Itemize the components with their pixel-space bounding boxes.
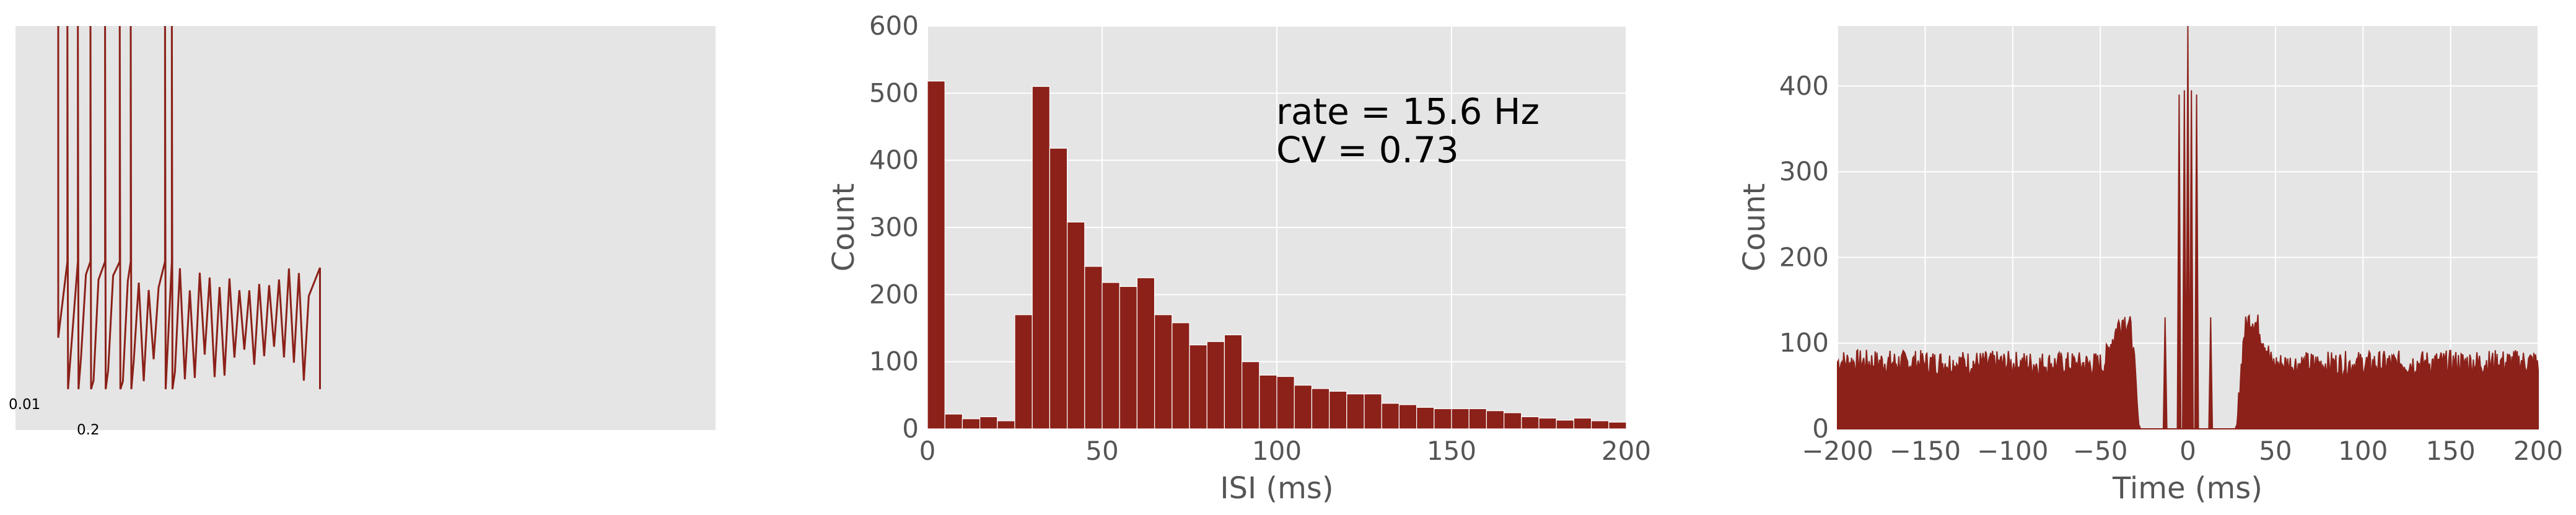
isi-bar [1241, 361, 1260, 429]
autocorr-x-tick-label: −200 [1802, 436, 1873, 466]
isi-y-tick-label: 600 [869, 11, 919, 41]
isi-bar [1119, 286, 1137, 429]
isi-bar [1294, 384, 1312, 429]
isi-x-ticks: 0 50 100 150 200 [919, 436, 1651, 466]
autocorr-x-axis-label: Time (ms) [2112, 471, 2263, 506]
isi-x-axis-label: ISI (ms) [1220, 471, 1333, 506]
isi-bar [1451, 408, 1470, 429]
time-scale-label: 0.2 [77, 422, 100, 438]
isi-bar [1538, 418, 1557, 429]
isi-bar [1468, 408, 1487, 429]
rate-annotation: rate = 15.6 Hz [1276, 90, 1540, 133]
autocorr-y-tick-label: 300 [1779, 156, 1829, 187]
isi-bar [1504, 412, 1522, 429]
autocorr-x-tick-label: −50 [2073, 436, 2128, 466]
isi-y-tick-label: 200 [869, 279, 919, 309]
cv-annotation: CV = 0.73 [1276, 129, 1459, 171]
isi-y-tick-label: 400 [869, 145, 919, 175]
isi-bar [1486, 410, 1505, 429]
isi-x-tick-label: 150 [1427, 436, 1476, 466]
autocorr-x-tick-label: −100 [1977, 436, 2048, 466]
isi-bar [1346, 394, 1365, 429]
autocorr-x-tick-label: 0 [2180, 436, 2196, 466]
isi-bar [1381, 403, 1400, 429]
isi-bar [1556, 420, 1574, 429]
autocorr-y-ticks: 0 100 200 300 400 [1779, 71, 1829, 444]
autocorr-y-tick-label: 400 [1779, 71, 1829, 101]
isi-bar [1014, 314, 1033, 429]
isi-x-tick-label: 200 [1601, 436, 1651, 466]
isi-bar [1573, 418, 1592, 429]
autocorr-y-tick-label: 100 [1779, 328, 1829, 358]
isi-bar [1434, 408, 1452, 429]
autocorr-area [1837, 25, 2539, 429]
autocorr-y-tick-label: 0 [1812, 413, 1829, 444]
autocorr-x-tick-label: 150 [2426, 436, 2476, 466]
isi-bar [1276, 376, 1295, 429]
isi-bar [927, 81, 945, 429]
isi-bar [1259, 374, 1277, 429]
voltage-trace-panel: 0.01 0.2 [9, 25, 716, 438]
autocorr-x-tick-label: 100 [2338, 436, 2388, 466]
isi-bar [1084, 266, 1103, 429]
isi-bar [979, 416, 998, 429]
isi-bar [1398, 404, 1417, 429]
isi-bar [1521, 416, 1540, 429]
isi-bar [1364, 394, 1382, 429]
isi-bars [927, 81, 1627, 429]
isi-bar [1329, 390, 1347, 429]
isi-y-tick-label: 500 [869, 77, 919, 108]
autocorr-x-ticks: −200 −150 −100 −50 0 50 100 150 200 [1802, 436, 2563, 466]
autocorr-y-tick-label: 200 [1779, 242, 1829, 272]
isi-bar [1049, 147, 1068, 429]
isi-x-tick-label: 100 [1252, 436, 1302, 466]
autocorr-x-tick-label: −150 [1890, 436, 1961, 466]
isi-bar [1189, 344, 1207, 429]
isi-bar [1608, 421, 1627, 429]
isi-x-tick-label: 0 [919, 436, 936, 466]
isi-bar [1206, 341, 1225, 429]
isi-bar [1416, 407, 1435, 429]
isi-bar [1311, 388, 1330, 429]
voltage-scale-label: 0.01 [9, 397, 40, 413]
isi-bar [1591, 420, 1610, 429]
isi-y-tick-label: 100 [869, 346, 919, 377]
autocorrelogram-panel: −200 −150 −100 −50 0 50 100 150 200 0 100 200 300 40… [1737, 25, 2563, 506]
isi-y-axis-label: Count [826, 183, 861, 272]
isi-bar [1066, 221, 1085, 429]
isi-y-tick-label: 0 [902, 413, 919, 444]
autocorr-x-tick-label: 50 [2259, 436, 2292, 466]
isi-bar [944, 413, 963, 429]
isi-histogram-panel: 0 50 100 150 200 0 100 200 300 400 500 600 ISI (ms… [826, 11, 1651, 506]
isi-bar [1224, 334, 1243, 429]
isi-bar [1172, 322, 1190, 429]
isi-bar [962, 418, 981, 429]
isi-bar [1102, 282, 1120, 429]
isi-bar [1136, 277, 1155, 429]
isi-bar [1154, 314, 1173, 429]
isi-x-tick-label: 50 [1085, 436, 1118, 466]
autocorr-x-tick-label: 200 [2513, 436, 2563, 466]
autocorr-y-axis-label: Count [1737, 183, 1772, 272]
isi-bar [997, 420, 1015, 429]
isi-y-tick-label: 300 [869, 212, 919, 242]
voltage-trace-line [57, 25, 321, 390]
isi-bar [1032, 86, 1050, 429]
isi-y-ticks: 0 100 200 300 400 500 600 [869, 11, 919, 444]
